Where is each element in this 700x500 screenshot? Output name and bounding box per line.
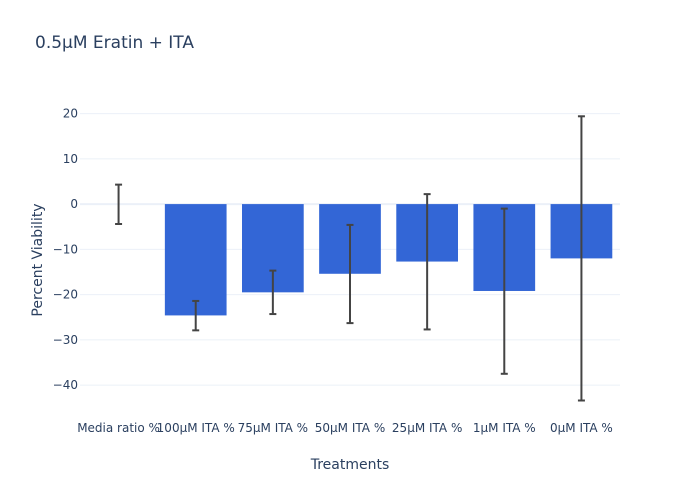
x-tick-label: 50μM ITA % — [315, 421, 385, 435]
y-tick-label: 10 — [63, 152, 78, 166]
y-tick-label: −20 — [53, 288, 78, 302]
x-tick-label: Media ratio % — [77, 421, 160, 435]
y-tick-label: −30 — [53, 333, 78, 347]
bar — [164, 204, 227, 316]
x-tick-label: 25μM ITA % — [392, 421, 462, 435]
x-axis-title: Treatments — [310, 457, 390, 473]
y-tick-label: 20 — [63, 107, 78, 121]
x-tick-label: 75μM ITA % — [238, 421, 308, 435]
y-tick-label: 0 — [70, 197, 78, 211]
x-tick-label: 100μM ITA % — [157, 421, 235, 435]
y-axis-title: Percent Viability — [30, 203, 46, 317]
y-tick-label: −40 — [53, 378, 78, 392]
chart-title: 0.5μM Eratin + ITA — [35, 33, 194, 53]
x-tick-label: 0μM ITA % — [550, 421, 613, 435]
x-tick-label: 1μM ITA % — [473, 421, 536, 435]
y-tick-label: −10 — [53, 242, 78, 256]
